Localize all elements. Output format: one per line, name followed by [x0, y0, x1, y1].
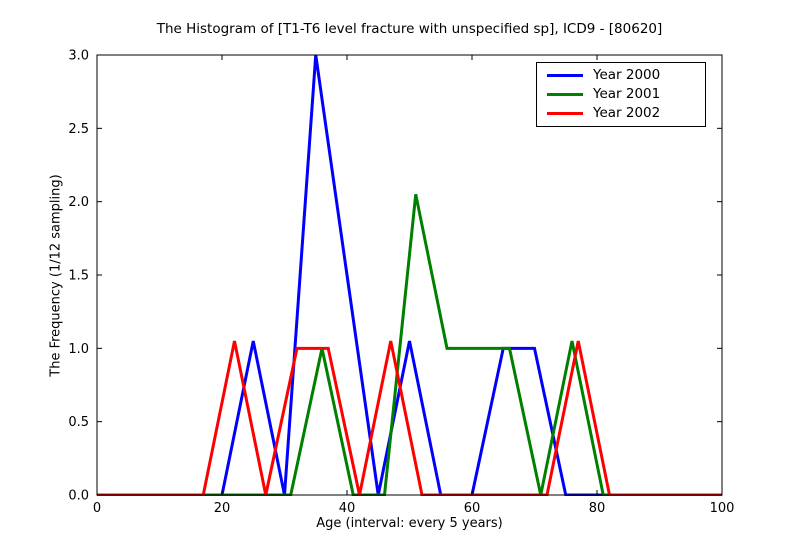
- x-tick-label: 100: [710, 501, 735, 516]
- x-tick-label: 80: [589, 501, 606, 516]
- x-tick-label: 0: [93, 501, 101, 516]
- x-tick-label: 20: [214, 501, 231, 516]
- legend-line-swatch-green: [547, 93, 583, 96]
- x-tick-label: 60: [464, 501, 481, 516]
- x-tick-label: 40: [339, 501, 356, 516]
- y-tick-label: 1.0: [68, 342, 89, 357]
- legend-item-year-2002: Year 2002: [543, 104, 699, 123]
- legend-item-year-2000: Year 2000: [543, 66, 699, 85]
- chart-title: The Histogram of [T1-T6 level fracture w…: [156, 21, 663, 37]
- y-tick-label: 0.5: [68, 415, 89, 430]
- y-tick-label: 1.5: [68, 269, 89, 284]
- series-line-year-2002: [97, 340, 722, 496]
- y-tick-label: 3.0: [68, 49, 89, 64]
- x-axis-label: Age (interval: every 5 years): [316, 516, 503, 531]
- legend-line-swatch-blue: [547, 74, 583, 77]
- legend-item-year-2001: Year 2001: [543, 85, 699, 104]
- y-axis-label: The Frequency (1/12 sampling): [48, 174, 64, 377]
- legend-label: Year 2001: [593, 85, 661, 102]
- legend-label: Year 2000: [593, 66, 661, 83]
- y-tick-label: 2.5: [68, 122, 89, 137]
- legend-line-swatch-red: [547, 112, 583, 115]
- legend-box: Year 2000 Year 2001 Year 2002: [536, 62, 706, 127]
- y-tick-label: 0.0: [68, 489, 89, 504]
- legend-label: Year 2002: [593, 104, 661, 121]
- y-tick-label: 2.0: [68, 195, 89, 210]
